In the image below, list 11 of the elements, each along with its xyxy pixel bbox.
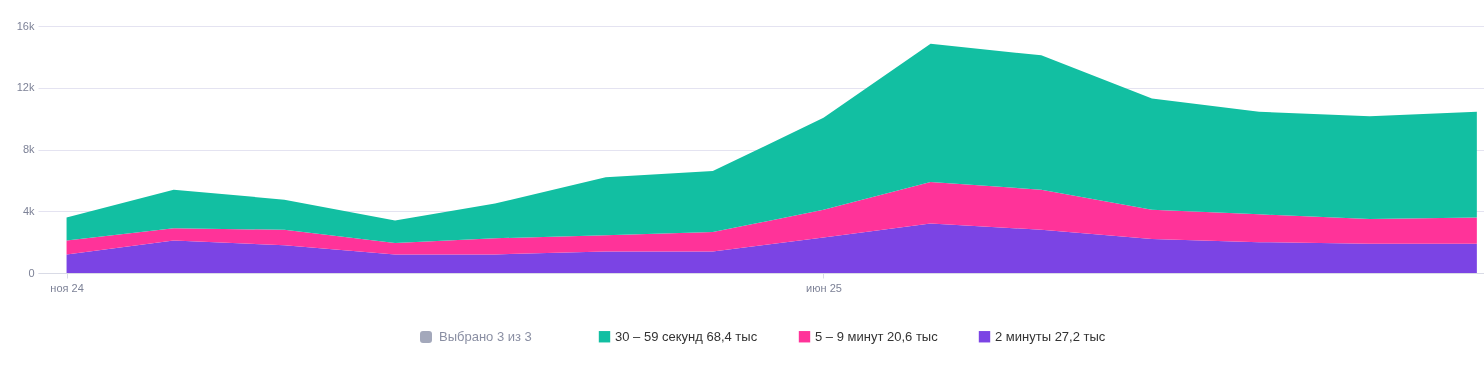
x-tick-label: ноя 24 (50, 281, 84, 294)
x-tick-label: июн 25 (806, 281, 842, 294)
y-tick-label: 16k (16, 19, 35, 32)
y-tick-label: 4k (22, 204, 35, 217)
y-tick-label: 12k (16, 81, 35, 94)
legend-label: 2 минуты 27,2 тыс (995, 328, 1106, 344)
legend-label: 5 – 9 минут 20,6 тыс (815, 328, 939, 344)
legend-label: 30 – 59 секунд 68,4 тыс (615, 328, 758, 344)
y-tick-label: 8k (22, 143, 35, 155)
y-tick-label: 0 (28, 266, 35, 279)
text: Выбрано 3 из 3 (439, 329, 532, 344)
